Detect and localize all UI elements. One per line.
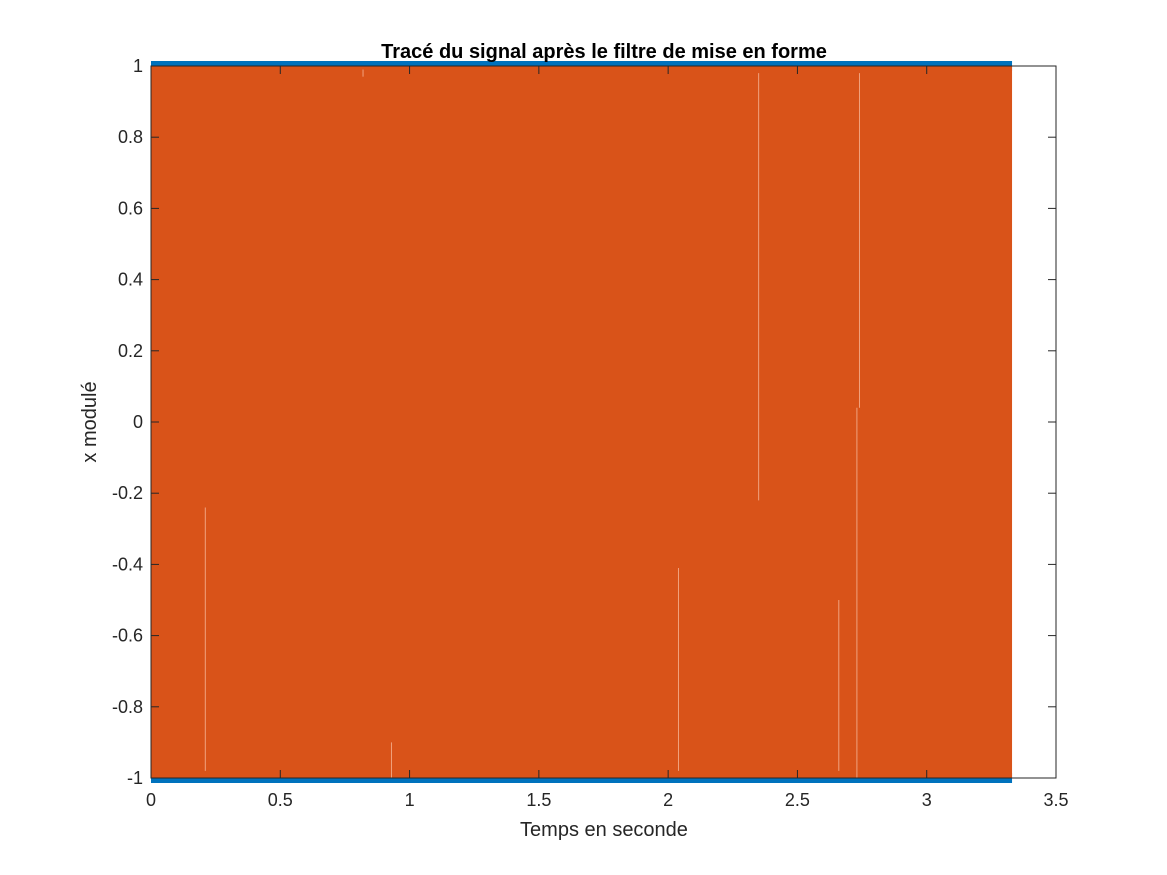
y-tick-label: -1 — [127, 768, 143, 788]
y-tick-label: 0.8 — [118, 127, 143, 147]
x-axis-label: Temps en seconde — [520, 819, 688, 841]
y-axis-label: x modulé — [79, 381, 101, 462]
y-tick-label: -0.8 — [112, 697, 143, 717]
x-tick-label: 0 — [146, 790, 156, 810]
x-axis: 0 0.5 1 1.5 2 2.5 3 3.5 — [146, 66, 1069, 810]
y-tick-label: 0.4 — [118, 270, 143, 290]
plot-area — [151, 61, 1056, 783]
y-tick-label: -0.2 — [112, 483, 143, 503]
y-axis: -1 -0.8 -0.6 -0.4 -0.2 0 0.2 0.4 0.6 0.8 1 — [112, 56, 1056, 788]
chart-title: Tracé du signal après le filtre de mise … — [381, 41, 827, 63]
x-tick-label: 1.5 — [526, 790, 551, 810]
x-tick-label: 3 — [922, 790, 932, 810]
y-tick-label: 0.2 — [118, 341, 143, 361]
y-tick-label: -0.4 — [112, 554, 143, 574]
series-2-signal — [151, 66, 1013, 778]
x-tick-label: 2 — [663, 790, 673, 810]
y-tick-label: 0 — [133, 412, 143, 432]
x-tick-label: 1 — [405, 790, 415, 810]
x-tick-label: 3.5 — [1043, 790, 1068, 810]
y-tick-label: -0.6 — [112, 626, 143, 646]
x-tick-label: 2.5 — [785, 790, 810, 810]
x-tick-label: 0.5 — [268, 790, 293, 810]
y-tick-label: 1 — [133, 56, 143, 76]
y-tick-label: 0.6 — [118, 198, 143, 218]
